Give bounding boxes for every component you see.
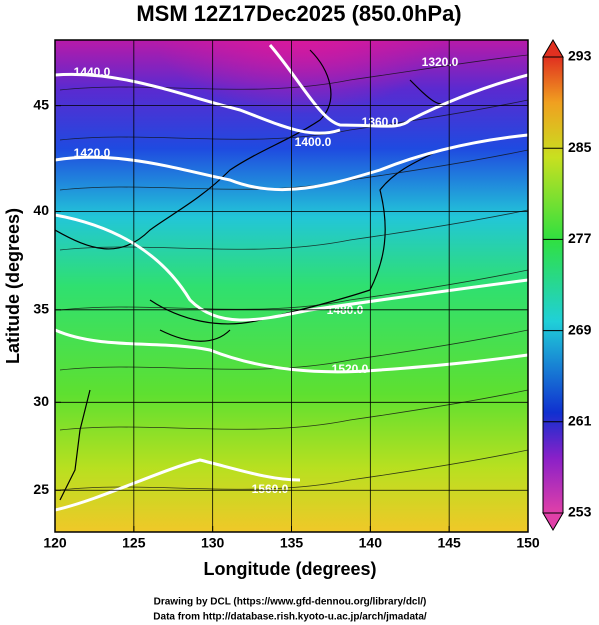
y-tick-label: 40	[33, 202, 49, 218]
height-contours	[55, 44, 528, 512]
credit: Data from http://database.rish.kyoto-u.a…	[153, 612, 427, 623]
x-tick-label: 125	[122, 535, 146, 551]
x-axis-label: Longitude (degrees)	[203, 559, 376, 579]
colorbar-max-arrow	[542, 39, 564, 58]
y-axis-label: Latitude (degrees)	[3, 208, 23, 364]
y-tick-label: 25	[33, 481, 49, 497]
contour-label: 1420.0	[74, 146, 111, 160]
x-tick-label: 145	[437, 535, 461, 551]
colorbar-label: 253	[568, 504, 592, 520]
title: MSM 12Z17Dec2025 (850.0hPa)	[136, 1, 461, 26]
y-tick-label: 35	[33, 301, 49, 317]
contour-label: 1320.0	[422, 55, 459, 69]
contour-label: 1360.0	[362, 115, 399, 129]
colorbar	[542, 56, 564, 514]
colorbar-label: 269	[568, 321, 592, 337]
y-tick-label: 45	[33, 96, 49, 112]
x-tick-label: 150	[516, 535, 540, 551]
contour-label: 1400.0	[295, 135, 332, 149]
y-tick-label: 30	[33, 393, 49, 409]
contour-label: 1440.0	[74, 65, 111, 79]
colorbar-min-arrow	[542, 512, 564, 531]
x-tick-label: 135	[280, 535, 304, 551]
contour-label: 1560.0	[252, 482, 289, 496]
cold-core	[150, 40, 450, 150]
colorbar-label: 293	[568, 48, 592, 64]
x-tick-label: 140	[359, 535, 383, 551]
colorbar-label: 285	[568, 139, 592, 155]
x-tick-label: 130	[201, 535, 225, 551]
colorbar-label: 261	[568, 413, 592, 429]
colorbar-label: 277	[568, 230, 592, 246]
contour-label: 1520.0	[332, 362, 369, 376]
x-tick-label: 120	[43, 535, 67, 551]
credit: Drawing by DCL (https://www.gfd-dennou.o…	[154, 597, 427, 608]
